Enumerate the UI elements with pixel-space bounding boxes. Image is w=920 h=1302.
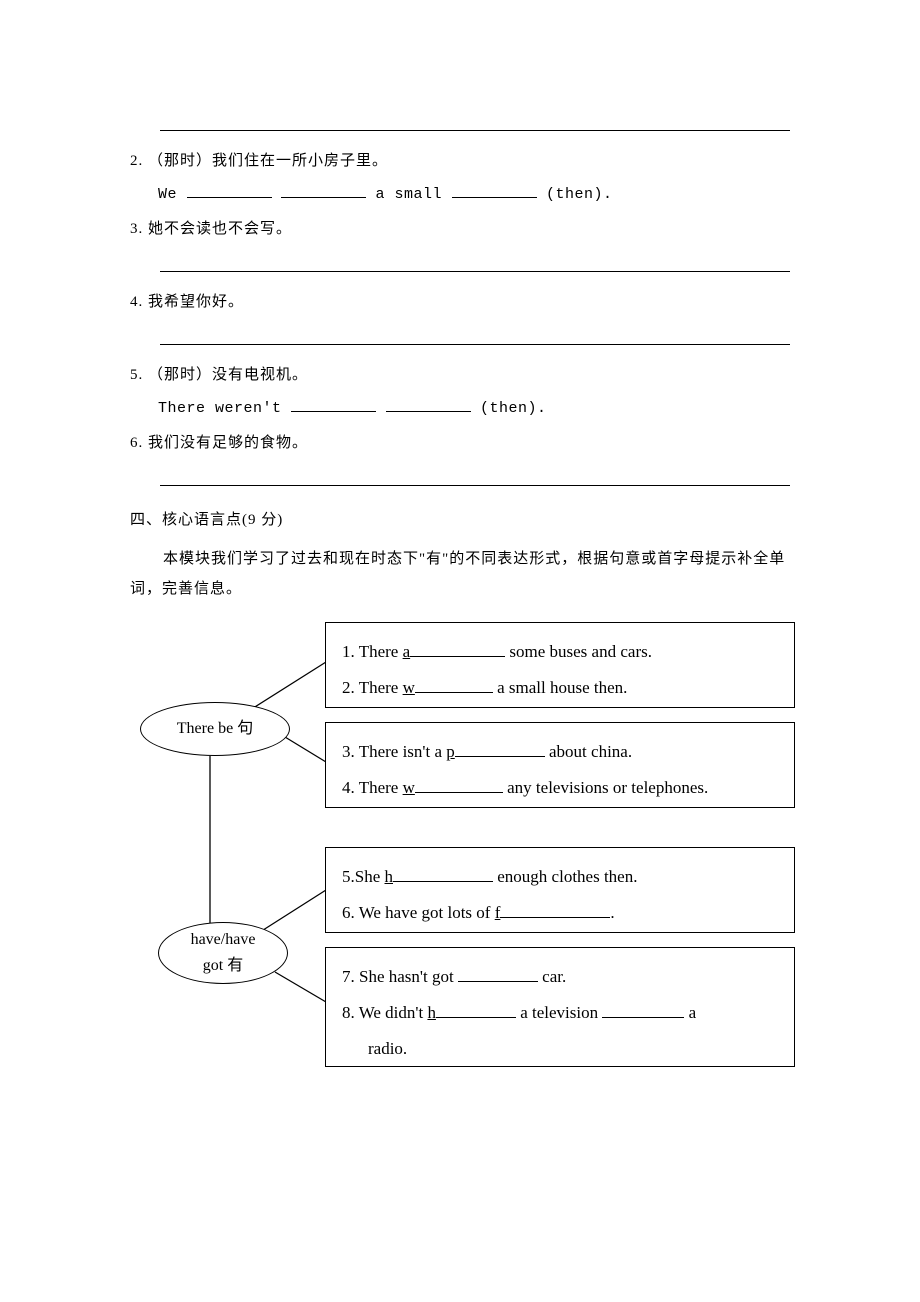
- b3r5a: 5.She: [342, 867, 385, 886]
- b1r2a: 2. There: [342, 678, 403, 697]
- q5-prompt: 5. （那时）没有电视机。: [130, 363, 790, 387]
- b4r8c: a: [684, 1003, 696, 1022]
- b2r4b: any televisions or telephones.: [503, 778, 708, 797]
- q5-zh: （那时）没有电视机。: [148, 367, 308, 383]
- q2-en-pre: We: [158, 186, 187, 203]
- b4r8a: 8. We didn't: [342, 1003, 427, 1022]
- b2r4u: w: [403, 778, 415, 797]
- b1r1u: a: [403, 642, 411, 661]
- worksheet-page: 2. （那时）我们住在一所小房子里。 We a small (then). 3.…: [0, 0, 920, 1302]
- q4-num: 4.: [130, 294, 143, 310]
- q2-en-post: (then).: [537, 186, 613, 203]
- q6-num: 6.: [130, 435, 143, 451]
- q6-zh: 我们没有足够的食物。: [148, 435, 308, 451]
- q3-zh: 她不会读也不会写。: [148, 221, 292, 237]
- section4-para: 本模块我们学习了过去和现在时态下"有"的不同表达形式，根据句意或首字母提示补全单…: [130, 544, 790, 604]
- answer-line-q1[interactable]: [160, 112, 790, 131]
- b2r4blank[interactable]: [415, 778, 503, 793]
- q4-zh: 我希望你好。: [148, 294, 244, 310]
- b1r1b: some buses and cars.: [505, 642, 652, 661]
- q3-num: 3.: [130, 221, 143, 237]
- q5-fill: There weren't (then).: [158, 397, 790, 421]
- q2-blank3[interactable]: [452, 183, 537, 198]
- b1r1a: 1. There: [342, 642, 403, 661]
- ellipse1-label: There be 句: [177, 716, 253, 742]
- q5-en-pre: There weren't: [158, 400, 291, 417]
- ellipse2-l1: have/have: [191, 927, 256, 953]
- b3r6blank[interactable]: [500, 903, 610, 918]
- b1r2u: w: [403, 678, 415, 697]
- q6-prompt: 6. 我们没有足够的食物。: [130, 431, 790, 455]
- diagram-box3: 5.She h enough clothes then. 6. We have …: [325, 847, 795, 933]
- b2r3blank[interactable]: [455, 742, 545, 757]
- q4-prompt: 4. 我希望你好。: [130, 290, 790, 314]
- ellipse2-l2: got 有: [191, 953, 256, 979]
- q2-blank2[interactable]: [281, 183, 366, 198]
- b2r3b: about china.: [545, 742, 632, 761]
- b4r8d: radio.: [368, 1039, 407, 1058]
- b4r7blank[interactable]: [458, 967, 538, 982]
- ellipse-have-got: have/have got 有: [158, 922, 288, 984]
- b3r6a: 6. We have got lots of: [342, 903, 495, 922]
- b4r7b: car.: [538, 967, 566, 986]
- b3r5blank[interactable]: [393, 867, 493, 882]
- q5-blank1[interactable]: [291, 397, 376, 412]
- b1r2blank[interactable]: [415, 678, 493, 693]
- answer-line-q6[interactable]: [160, 467, 790, 486]
- box4-row8b: radio.: [342, 1032, 782, 1066]
- diagram-box1: 1. There a some buses and cars. 2. There…: [325, 622, 795, 708]
- section4-head: 四、核心语言点(9 分): [130, 508, 790, 532]
- q2-en-mid: a small: [366, 186, 452, 203]
- diagram-box4: 7. She hasn't got car. 8. We didn't h a …: [325, 947, 795, 1067]
- box1-row2: 2. There w a small house then.: [342, 671, 782, 705]
- q5-num: 5.: [130, 367, 143, 383]
- b2r3u: p: [446, 742, 455, 761]
- q2-num: 2.: [130, 153, 143, 169]
- grammar-diagram: There be 句 have/have got 有 1. There a so…: [130, 622, 810, 1092]
- q3-prompt: 3. 她不会读也不会写。: [130, 217, 790, 241]
- answer-line-q3[interactable]: [160, 253, 790, 272]
- b4r7a: 7. She hasn't got: [342, 967, 458, 986]
- b4r8u: h: [427, 1003, 436, 1022]
- b4r8blank2[interactable]: [602, 1003, 684, 1018]
- q5-blank2[interactable]: [386, 397, 471, 412]
- answer-line-q4[interactable]: [160, 326, 790, 345]
- box4-row8: 8. We didn't h a television a: [342, 996, 782, 1030]
- box2-row4: 4. There w any televisions or telephones…: [342, 771, 782, 805]
- b2r3a: 3. There isn't a: [342, 742, 446, 761]
- b3r5b: enough clothes then.: [493, 867, 637, 886]
- diagram-box2: 3. There isn't a p about china. 4. There…: [325, 722, 795, 808]
- box2-row3: 3. There isn't a p about china.: [342, 735, 782, 769]
- b4r8b: a television: [516, 1003, 602, 1022]
- b3r6b: .: [610, 903, 614, 922]
- q2-blank1[interactable]: [187, 183, 272, 198]
- ellipse-there-be: There be 句: [140, 702, 290, 756]
- b2r4a: 4. There: [342, 778, 403, 797]
- b1r2b: a small house then.: [493, 678, 628, 697]
- q2-fill: We a small (then).: [158, 183, 790, 207]
- b1r1blank[interactable]: [410, 642, 505, 657]
- box3-row5: 5.She h enough clothes then.: [342, 860, 782, 894]
- q5-en-post: (then).: [471, 400, 547, 417]
- b3r5u: h: [385, 867, 394, 886]
- box3-row6: 6. We have got lots of f.: [342, 896, 782, 930]
- b4r8blank1[interactable]: [436, 1003, 516, 1018]
- box1-row1: 1. There a some buses and cars.: [342, 635, 782, 669]
- box4-row7: 7. She hasn't got car.: [342, 960, 782, 994]
- q2-zh: （那时）我们住在一所小房子里。: [148, 153, 388, 169]
- q2-prompt: 2. （那时）我们住在一所小房子里。: [130, 149, 790, 173]
